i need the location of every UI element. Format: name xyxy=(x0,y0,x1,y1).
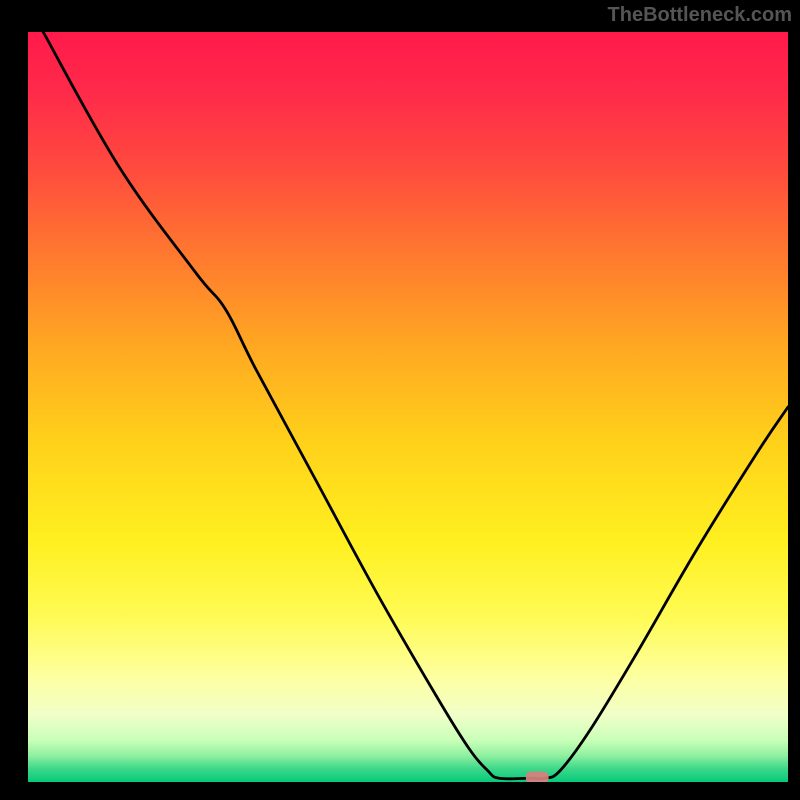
watermark-text: TheBottleneck.com xyxy=(608,4,792,27)
plot-area xyxy=(28,32,788,782)
optimal-marker[interactable] xyxy=(526,772,549,783)
chart-frame: TheBottleneck.com xyxy=(0,0,800,800)
plot-svg xyxy=(28,32,788,782)
gradient-background xyxy=(28,32,788,782)
